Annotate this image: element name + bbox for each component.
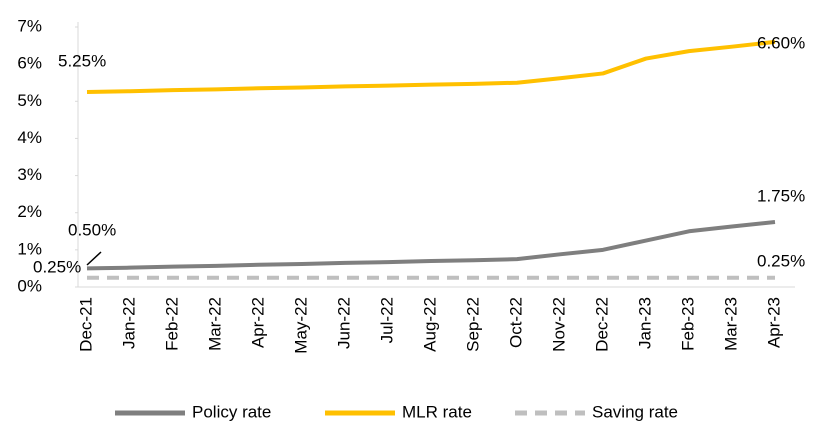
leader-line xyxy=(86,251,102,266)
legend-label: MLR rate xyxy=(402,402,472,421)
x-tick-label: Dec-22 xyxy=(592,297,611,352)
y-tick-label: 0% xyxy=(17,276,42,295)
data-label: 6.60% xyxy=(757,33,805,52)
x-tick-label: Mar-22 xyxy=(205,297,224,351)
x-tick-label: Apr-22 xyxy=(248,297,267,348)
y-tick-label: 2% xyxy=(17,202,42,221)
x-tick-label: Jun-22 xyxy=(334,297,353,349)
x-tick-label: May-22 xyxy=(291,297,310,354)
x-tick-label: Nov-22 xyxy=(549,297,568,352)
data-label: 0.50% xyxy=(68,220,116,239)
x-tick-label: Apr-23 xyxy=(764,297,783,348)
series-line xyxy=(86,220,776,271)
x-tick-label: Sep-22 xyxy=(463,297,482,352)
x-tick-label: Jan-22 xyxy=(119,297,138,349)
x-tick-label: Jul-22 xyxy=(377,297,396,343)
y-tick-label: 5% xyxy=(17,91,42,110)
x-tick-label: Feb-22 xyxy=(162,297,181,351)
legend-label: Policy rate xyxy=(192,402,271,421)
legend-label: Saving rate xyxy=(592,402,678,421)
x-tick-label: Mar-23 xyxy=(721,297,740,351)
series-line xyxy=(86,39,776,94)
x-tick-label: Aug-22 xyxy=(420,297,439,352)
data-label: 1.75% xyxy=(757,186,805,205)
x-tick-label: Dec-21 xyxy=(76,297,95,352)
data-label: 0.25% xyxy=(33,257,81,276)
x-tick-label: Jan-23 xyxy=(635,297,654,349)
y-tick-label: 1% xyxy=(17,239,42,258)
data-label: 5.25% xyxy=(58,51,106,70)
y-tick-label: 7% xyxy=(17,16,42,35)
x-tick-label: Oct-22 xyxy=(506,297,525,348)
data-label: 0.25% xyxy=(757,251,805,270)
y-tick-label: 6% xyxy=(17,54,42,73)
y-tick-label: 4% xyxy=(17,128,42,147)
x-tick-label: Feb-23 xyxy=(678,297,697,351)
y-tick-label: 3% xyxy=(17,165,42,184)
